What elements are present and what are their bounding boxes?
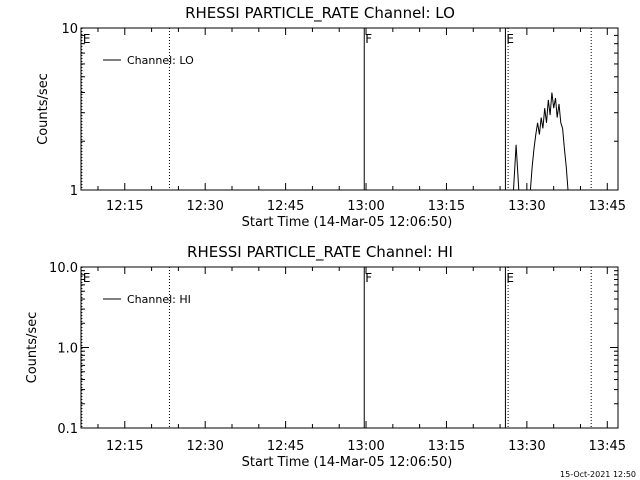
time-marker-label: F: [365, 32, 372, 46]
x-tick-label: 13:30: [508, 199, 545, 214]
time-marker-label: F: [365, 271, 372, 285]
legend-label: Channel: HI: [127, 293, 191, 306]
y-axis-label: Counts/sec: [25, 312, 40, 384]
x-tick-label: 12:45: [267, 199, 304, 214]
x-tick-label: 12:15: [106, 199, 143, 214]
x-tick-label: 13:15: [428, 439, 465, 454]
x-tick-label: 13:45: [589, 199, 626, 214]
y-axis-label: Counts/sec: [36, 73, 51, 145]
generation-timestamp: 15-Oct-2021 12:50: [560, 470, 636, 479]
x-tick-label: 12:15: [106, 439, 143, 454]
y-tick-label: 10: [61, 22, 78, 37]
time-marker-label: E: [83, 32, 91, 46]
x-axis-label: Start Time (14-Mar-05 12:06:50): [242, 215, 453, 230]
x-tick-label: 13:00: [347, 439, 384, 454]
x-tick-label: 13:00: [347, 199, 384, 214]
plot-frame: [80, 266, 619, 429]
chart-title: RHESSI PARTICLE_RATE Channel: LO: [185, 4, 455, 23]
plot-frame: [80, 27, 619, 191]
x-tick-label: 13:15: [428, 199, 465, 214]
y-tick-label: 1: [70, 184, 78, 199]
time-marker-label: E: [506, 271, 514, 285]
x-tick-label: 13:30: [508, 439, 545, 454]
x-tick-label: 12:30: [186, 199, 223, 214]
legend-label: Channel: LO: [127, 54, 194, 67]
y-tick-label: 0.1: [57, 422, 78, 437]
x-axis-label: Start Time (14-Mar-05 12:06:50): [242, 455, 453, 470]
x-tick-label: 12:45: [267, 439, 304, 454]
series-line: [513, 92, 569, 191]
time-marker-label: E: [83, 271, 91, 285]
y-tick-label: 10.0: [49, 261, 78, 276]
x-tick-label: 12:30: [186, 439, 223, 454]
chart-title: RHESSI PARTICLE_RATE Channel: HI: [187, 243, 453, 262]
x-tick-label: 13:45: [589, 439, 626, 454]
time-marker-label: E: [506, 32, 514, 46]
y-tick-label: 1.0: [57, 342, 78, 357]
